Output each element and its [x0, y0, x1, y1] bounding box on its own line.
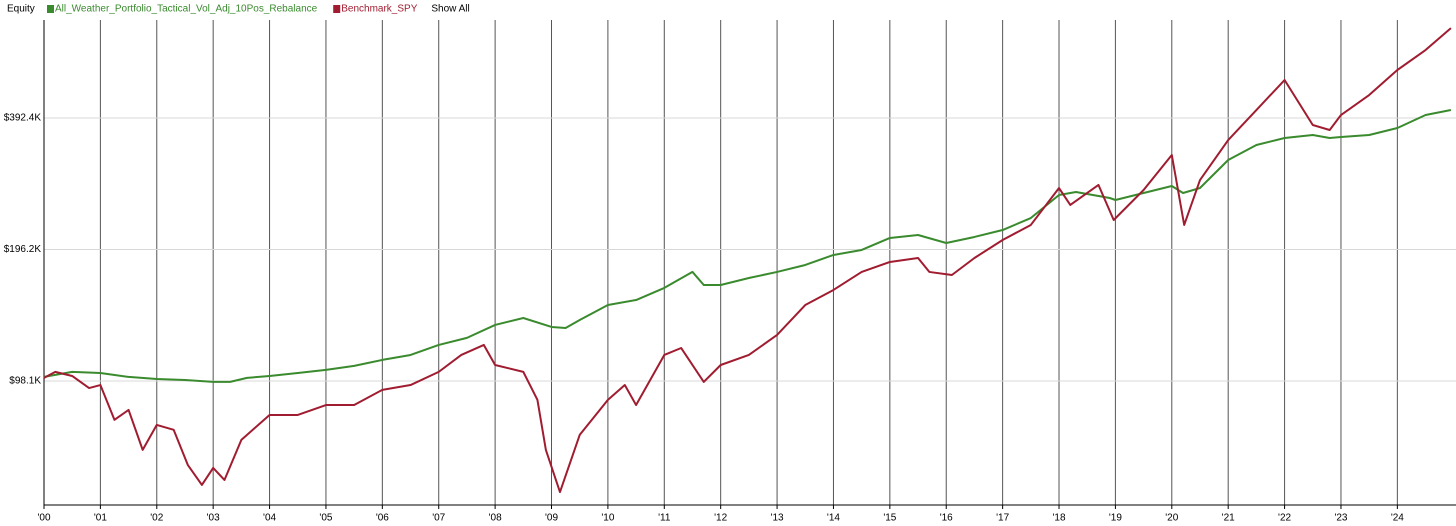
x-tick-label: '08: [489, 513, 502, 524]
legend-swatch[interactable]: [333, 5, 341, 13]
x-tick-label: '24: [1391, 513, 1404, 524]
x-tick-label: '15: [883, 513, 896, 524]
legend-label[interactable]: All_Weather_Portfolio_Tactical_Vol_Adj_1…: [55, 4, 318, 15]
y-tick-label: $98.1K: [9, 376, 41, 387]
x-tick-label: '14: [827, 513, 840, 524]
x-tick-label: '13: [771, 513, 784, 524]
x-tick-label: '21: [1222, 513, 1235, 524]
y-tick-label: $392.4K: [4, 113, 42, 124]
chart-title: Equity: [7, 4, 35, 15]
x-tick-label: '07: [432, 513, 445, 524]
x-tick-label: '00: [37, 513, 50, 524]
x-tick-label: '06: [376, 513, 389, 524]
x-tick-label: '17: [996, 513, 1009, 524]
show-all-button[interactable]: Show All: [431, 4, 469, 15]
x-tick-label: '04: [263, 513, 276, 524]
x-tick-label: '23: [1334, 513, 1347, 524]
x-tick-label: '19: [1109, 513, 1122, 524]
series-line: [43, 27, 1452, 494]
x-tick-label: '01: [94, 513, 107, 524]
x-tick-label: '16: [940, 513, 953, 524]
x-tick-label: '18: [1052, 513, 1065, 524]
x-tick-label: '10: [601, 513, 614, 524]
x-tick-label: '20: [1165, 513, 1178, 524]
x-tick-label: '11: [658, 513, 671, 524]
x-tick-label: '12: [714, 513, 727, 524]
x-tick-label: '22: [1278, 513, 1291, 524]
series-line: [43, 109, 1452, 383]
y-tick-label: $196.2K: [4, 244, 42, 255]
x-tick-label: '02: [150, 513, 163, 524]
x-tick-label: '09: [545, 513, 558, 524]
legend: All_Weather_Portfolio_Tactical_Vol_Adj_1…: [47, 4, 470, 15]
x-tick-label: '03: [207, 513, 220, 524]
x-tick-label: '05: [319, 513, 332, 524]
legend-swatch[interactable]: [47, 5, 54, 13]
legend-label[interactable]: Benchmark_SPY: [341, 4, 417, 15]
